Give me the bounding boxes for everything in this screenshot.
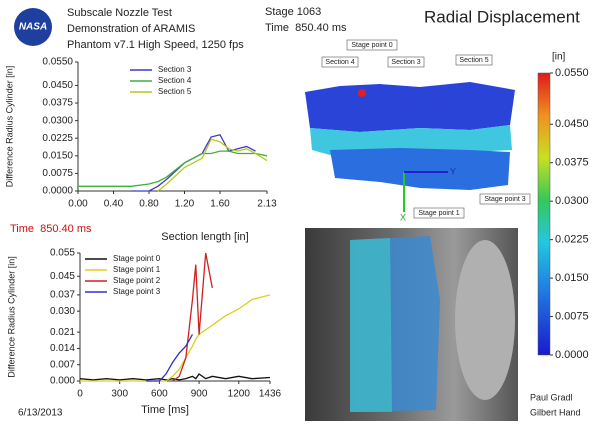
legend-label: Stage point 3 [113,287,161,296]
y-tick-label: 0.0375 [42,98,73,109]
colorbar-label: 0.0225 [555,234,589,246]
label-box [321,56,359,68]
legend-label: Stage point 2 [113,276,161,285]
label-box [479,193,531,205]
x-tick-label: 1436 [259,389,282,400]
stage: Stage 1063 [265,6,321,18]
legend-label: Section 4 [158,76,192,85]
x-tick-label: 1.20 [175,199,195,210]
axis-label: X [400,212,406,222]
y-tick-label: 0.007 [50,359,75,370]
slide-title: Radial Displacement [424,7,580,26]
time: Time 850.40 ms [265,22,347,34]
x-tick-label: 0.40 [104,199,124,210]
y-tick-label: 0.030 [50,306,75,317]
photo [305,228,518,421]
colorbar-label: 0.0000 [555,349,589,361]
y-tick-label: 0.014 [50,343,75,354]
series-line [157,138,268,192]
photo-part [455,240,515,400]
series-line [131,133,256,192]
colorbar-label: 0.0450 [555,118,589,130]
series-line [79,373,271,381]
x-axis-label: Section length [in] [161,231,248,243]
x-tick-label: 900 [191,389,208,400]
map-label: Section 4 [325,59,354,66]
y-tick-label: 0.0075 [42,168,73,179]
y-tick-label: 0.055 [50,248,75,259]
y-tick-label: 0.0450 [42,80,73,91]
colorbar-label: 0.0150 [555,272,589,284]
y-tick-label: 0.045 [50,271,75,282]
axis-label: Y [450,166,456,176]
label-box [387,56,425,68]
y-tick-label: 0.037 [50,290,75,301]
date: 6/13/2013 [18,408,63,419]
y-tick-label: 0.021 [50,327,75,338]
series-line [172,252,213,382]
label-box [346,39,398,51]
author: Gilbert Hand [530,407,581,417]
x-tick-label: 1.60 [210,199,230,210]
photo-overlay [350,238,392,412]
legend-label: Stage point 0 [113,254,161,263]
map-region [330,148,510,190]
series-line [80,294,271,382]
map-hotspot [358,89,366,97]
colorbar-label: 0.0375 [555,157,589,169]
y-tick-label: 0.000 [50,376,75,387]
y-tick-label: 0.0150 [42,150,73,161]
x-tick-label: 0.00 [68,199,88,210]
y-tick-label: 0.0000 [42,186,73,197]
map-label: Section 5 [459,57,488,64]
x-tick-label: 300 [111,389,128,400]
colorbar-label: 0.0075 [555,310,589,322]
series-line [146,334,194,382]
legend-label: Section 5 [158,87,192,96]
label-box [455,54,493,66]
map-label: Stage point 1 [418,210,459,217]
logo-text: NASA [19,22,47,33]
y-axis-label: Difference Radius Cylinder [in] [4,66,14,187]
time-marker: Time 850.40 ms [10,223,92,235]
colorbar-label: 0.0300 [555,195,589,207]
colorbar-label: 0.0550 [555,67,589,79]
x-tick-label: 2.13 [257,199,277,210]
x-tick-label: 1200 [228,389,251,400]
map-label: Section 3 [391,59,420,66]
colorbar [537,72,551,356]
y-tick-label: 0.0550 [42,57,73,68]
y-tick-label: 0.0300 [42,115,73,126]
map-label: Stage point 0 [351,42,392,49]
x-tick-label: 0.80 [139,199,159,210]
map-labels: Stage point 0 Section 4 Section 3 Sectio… [321,39,531,222]
header-line: Subscale Nozzle Test [67,7,172,19]
y-tick-label: 0.0225 [42,133,73,144]
label-box [413,207,465,219]
legend-label: Section 3 [158,65,192,74]
colorbar-title: [in] [552,52,566,63]
x-tick-label: 0 [77,389,83,400]
author: Paul Gradl [530,392,573,402]
header-line: Phantom v7.1 High Speed, 1250 fps [67,39,244,51]
map-region [310,125,512,155]
x-axis-label: Time [ms] [141,404,189,416]
x-tick-label: 600 [151,389,168,400]
header-line: Demonstration of ARAMIS [67,23,195,35]
map-region [305,82,515,132]
legend-label: Stage point 1 [113,265,161,274]
map-label: Stage point 3 [484,196,525,203]
series-line [78,150,268,187]
y-axis-label: Difference Radius Cylinder [in] [6,256,16,377]
displacement-map [305,82,515,212]
logo [14,8,52,46]
